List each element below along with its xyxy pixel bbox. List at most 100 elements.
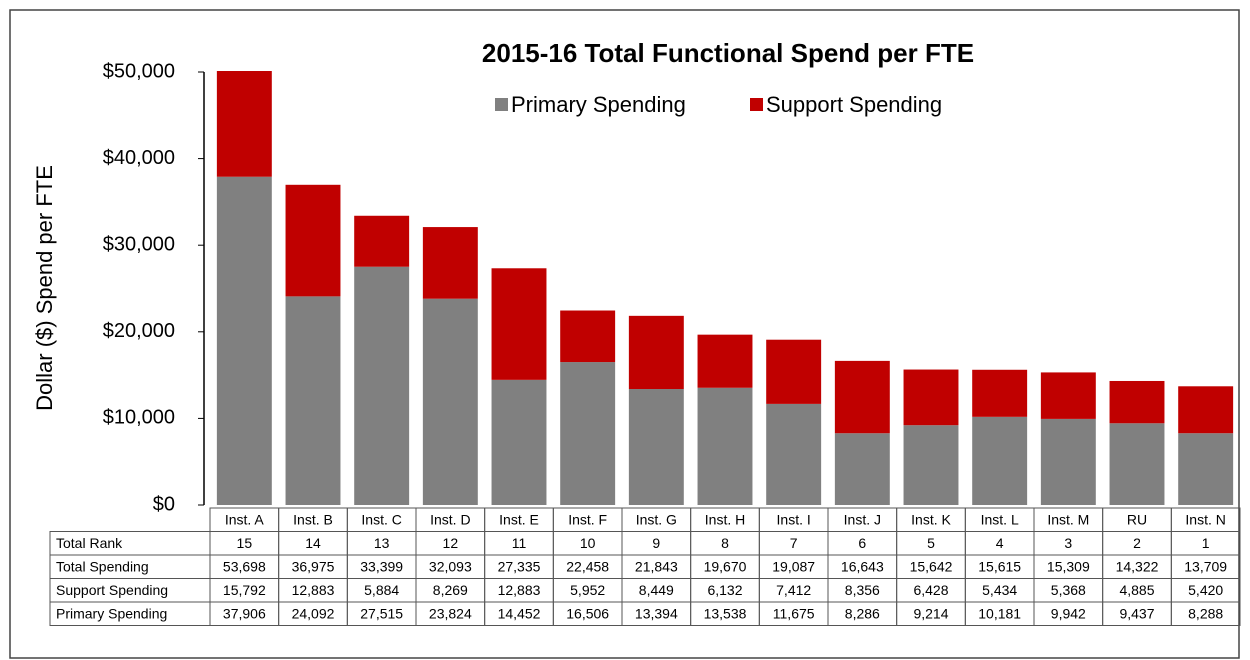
- bar-segment: [1178, 386, 1234, 434]
- table-value: 14,322: [1116, 558, 1159, 574]
- table-value: 12,883: [498, 582, 541, 598]
- table-value: 22,458: [566, 558, 609, 574]
- table-value: 8,288: [1188, 605, 1223, 621]
- table-value: 10: [580, 535, 596, 551]
- table-value: 11,675: [773, 605, 815, 621]
- bar-segment: [903, 369, 959, 426]
- x-tick-label: Inst. F: [568, 511, 607, 527]
- bar-segment: [560, 310, 616, 363]
- table-value: 37,906: [223, 605, 266, 621]
- table-value: 10,181: [978, 605, 1021, 621]
- table-value: 8: [721, 535, 729, 551]
- bar-segment: [1109, 423, 1165, 505]
- table-row-header: Total Spending: [56, 558, 149, 574]
- table-value: 4: [996, 535, 1004, 551]
- x-tick-label: Inst. A: [225, 511, 265, 527]
- y-tick-label: $10,000: [103, 407, 175, 429]
- bar-segment: [628, 315, 684, 390]
- table-value: 13: [374, 535, 390, 551]
- bar-segment: [697, 387, 753, 505]
- table-value: 14: [305, 535, 321, 551]
- table-value: 5,434: [982, 582, 1017, 598]
- bar-segment: [285, 296, 341, 505]
- table-value: 6: [858, 535, 866, 551]
- table-value: 5,952: [570, 582, 605, 598]
- bar-segment: [766, 403, 822, 505]
- table-value: 8,449: [639, 582, 674, 598]
- table-value: 16,506: [566, 605, 609, 621]
- table-value: 13,394: [635, 605, 678, 621]
- bar-segment: [1109, 380, 1165, 424]
- table-value: 21,843: [635, 558, 678, 574]
- x-tick-label: Inst. L: [981, 511, 1019, 527]
- x-tick-label: Inst. D: [430, 511, 470, 527]
- y-tick-label: $50,000: [103, 60, 175, 82]
- bar-segment: [834, 360, 890, 434]
- table-value: 9,437: [1119, 605, 1154, 621]
- x-tick-label: Inst. B: [293, 511, 333, 527]
- x-tick-label: Inst. I: [777, 511, 811, 527]
- table-value: 53,698: [223, 558, 266, 574]
- table-value: 24,092: [292, 605, 335, 621]
- bar-segment: [216, 176, 272, 505]
- bar-segment: [216, 71, 272, 177]
- bar-segment: [354, 215, 410, 267]
- legend-swatch: [750, 98, 763, 111]
- table-value: 23,824: [429, 605, 472, 621]
- table-value: 14,452: [498, 605, 541, 621]
- table-value: 33,399: [360, 558, 403, 574]
- bar-segment: [766, 339, 822, 404]
- table-value: 13,538: [704, 605, 747, 621]
- bars: [216, 71, 1234, 505]
- table-value: 7: [790, 535, 798, 551]
- table-value: 9: [652, 535, 660, 551]
- y-tick-label: $0: [153, 493, 175, 515]
- x-tick-label: Inst. J: [844, 511, 881, 527]
- table-value: 8,286: [845, 605, 880, 621]
- bar-segment: [1178, 433, 1234, 505]
- legend-label: Support Spending: [766, 92, 942, 117]
- table-value: 12: [443, 535, 459, 551]
- table-value: 9,942: [1051, 605, 1086, 621]
- table-value: 11: [512, 535, 527, 551]
- bar-segment: [354, 266, 410, 505]
- table-value: 5: [927, 535, 935, 551]
- x-tick-label: Inst. H: [705, 511, 745, 527]
- bar-segment: [285, 184, 341, 297]
- table-row-header: Primary Spending: [56, 605, 167, 621]
- table-value: 8,269: [433, 582, 468, 598]
- table-row-header: Support Spending: [56, 582, 168, 598]
- table-value: 13,709: [1184, 558, 1227, 574]
- table-value: 36,975: [292, 558, 335, 574]
- y-tick-label: $40,000: [103, 147, 175, 169]
- chart-title: 2015-16 Total Functional Spend per FTE: [482, 38, 974, 68]
- y-axis-label: Dollar ($) Spend per FTE: [32, 165, 57, 411]
- bar-segment: [1040, 418, 1096, 505]
- table-value: 12,883: [292, 582, 335, 598]
- table-value: 7,412: [776, 582, 811, 598]
- frame: [9, 9, 1240, 659]
- table-value: 19,087: [772, 558, 815, 574]
- table-value: 8,356: [845, 582, 880, 598]
- legend-swatch: [495, 98, 508, 111]
- bar-segment: [697, 334, 753, 388]
- table-value: 6,132: [707, 582, 742, 598]
- x-tick-label: Inst. G: [636, 511, 677, 527]
- y-tick-label: $30,000: [103, 233, 175, 255]
- table-value: 5,884: [364, 582, 399, 598]
- x-tick-label: RU: [1127, 511, 1147, 527]
- x-tick-label: Inst. E: [499, 511, 539, 527]
- bar-segment: [1040, 372, 1096, 419]
- table-cell: [1170, 601, 1241, 626]
- table-value: 4,885: [1119, 582, 1154, 598]
- x-tick-label: Inst. M: [1047, 511, 1089, 527]
- table-value: 19,670: [704, 558, 747, 574]
- x-tick-label: Inst. K: [911, 511, 951, 527]
- bar-segment: [972, 369, 1028, 417]
- table-value: 6,428: [913, 582, 948, 598]
- table-value: 15,642: [910, 558, 953, 574]
- table-value: 16,643: [841, 558, 884, 574]
- x-tick-label: Inst. N: [1185, 511, 1225, 527]
- y-tick-label: $20,000: [103, 320, 175, 342]
